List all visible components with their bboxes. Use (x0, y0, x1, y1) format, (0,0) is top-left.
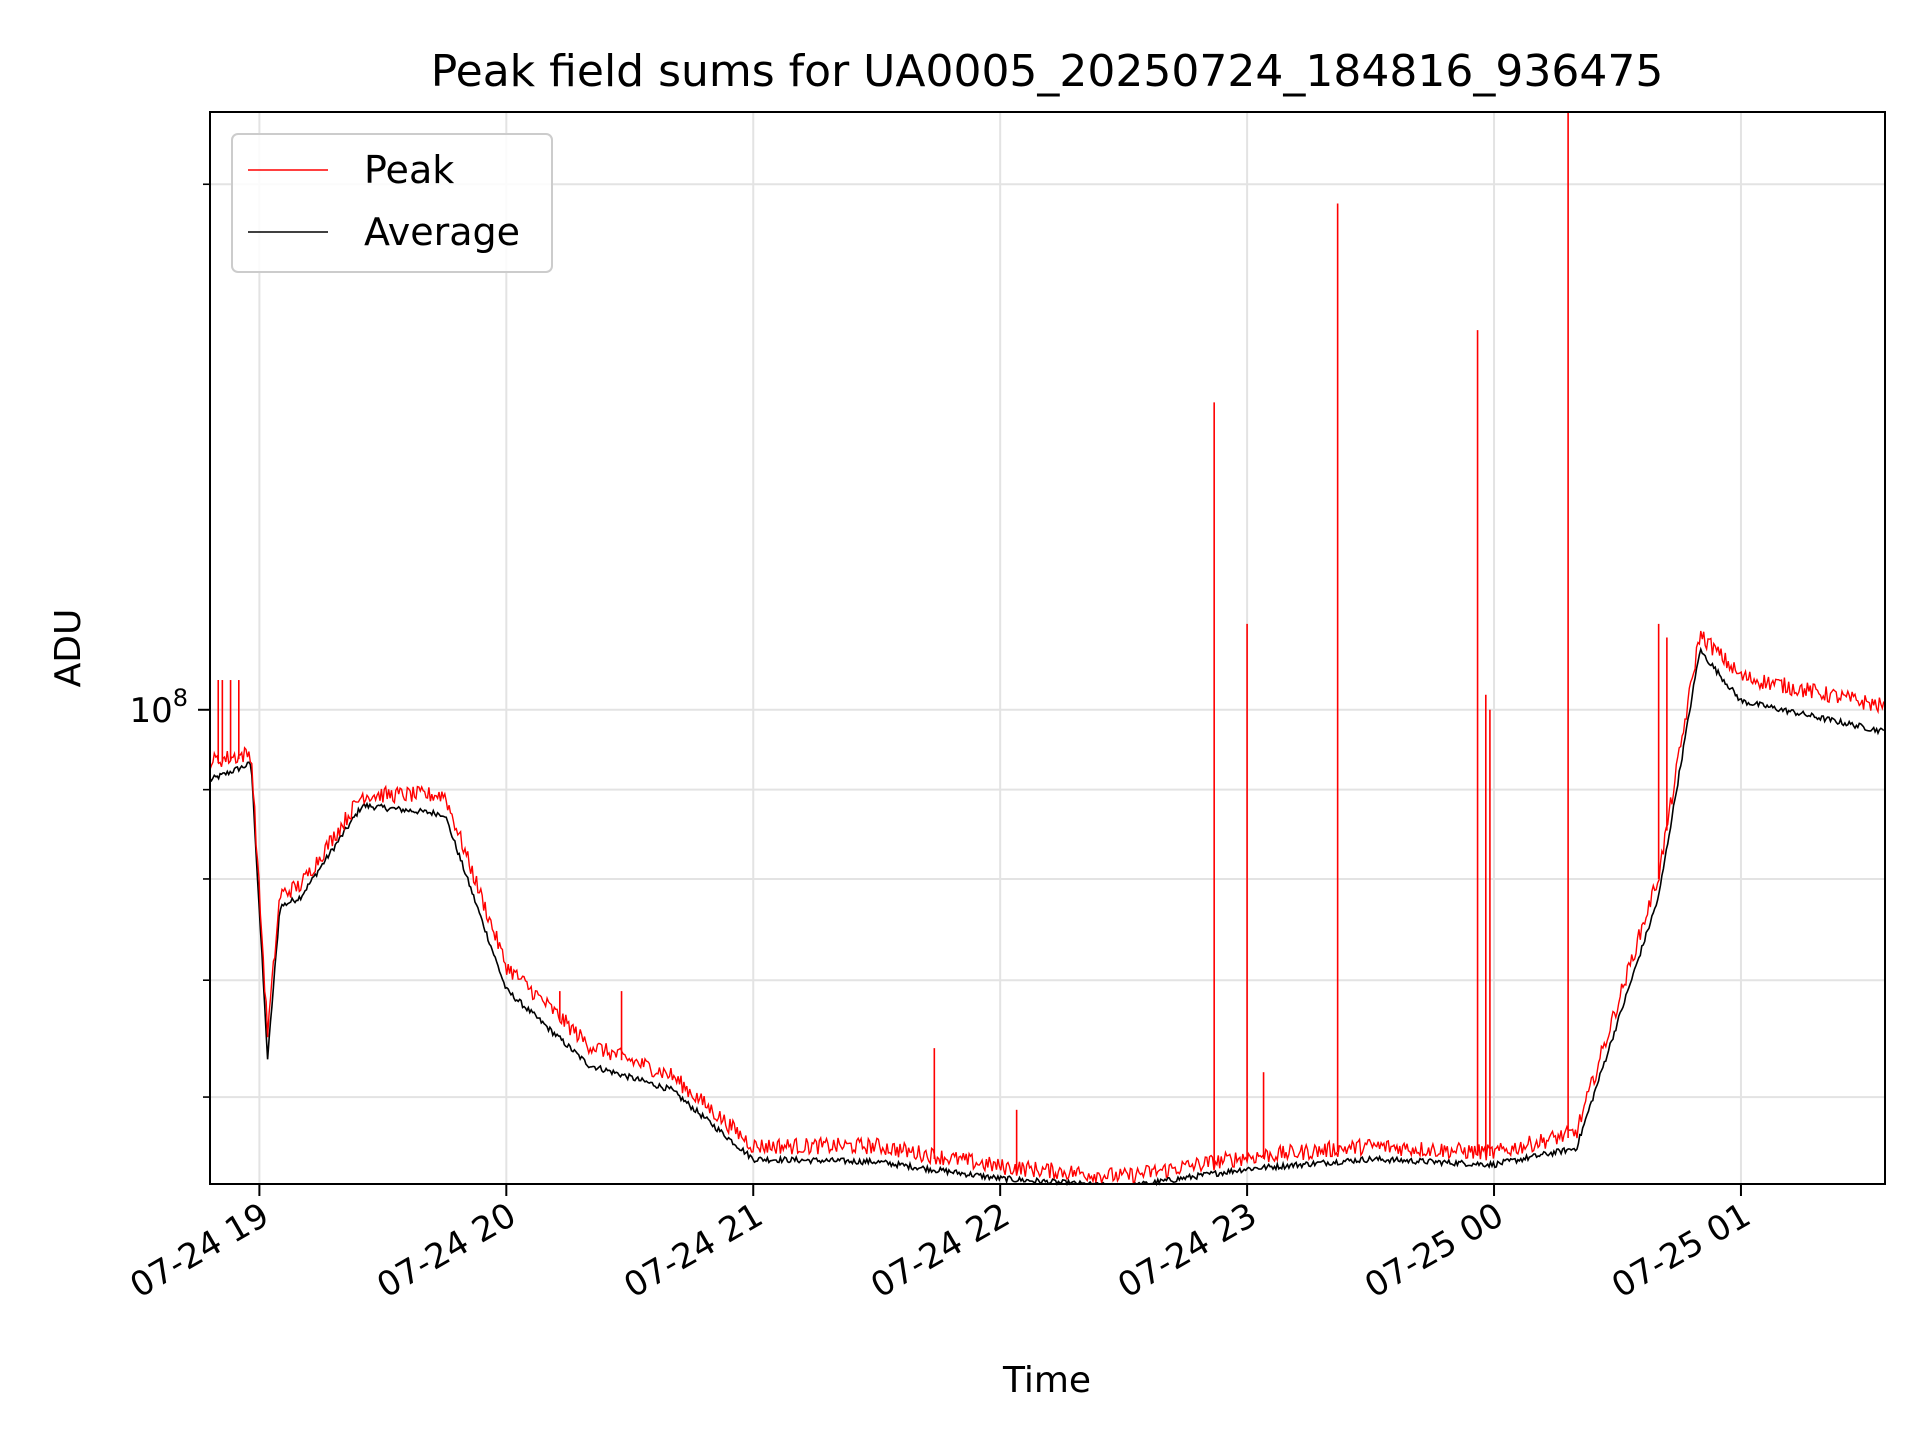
legend-label-peak: Peak (364, 148, 454, 192)
plot-area (209, 112, 1885, 1187)
legend-label-average: Average (364, 210, 520, 254)
series-line-average (209, 646, 1885, 1187)
y-tick-label: 108 (129, 684, 188, 731)
legend: Peak Average (231, 133, 553, 273)
series-line-peak (209, 630, 1885, 1186)
grid (210, 112, 1885, 1184)
y-axis-label: ADU (48, 609, 89, 688)
axes-frame (209, 111, 1886, 1185)
chart-title: Peak field sums for UA0005_20250724_1848… (431, 46, 1664, 97)
x-axis-label: Time (1002, 1360, 1091, 1401)
legend-box (231, 133, 553, 273)
